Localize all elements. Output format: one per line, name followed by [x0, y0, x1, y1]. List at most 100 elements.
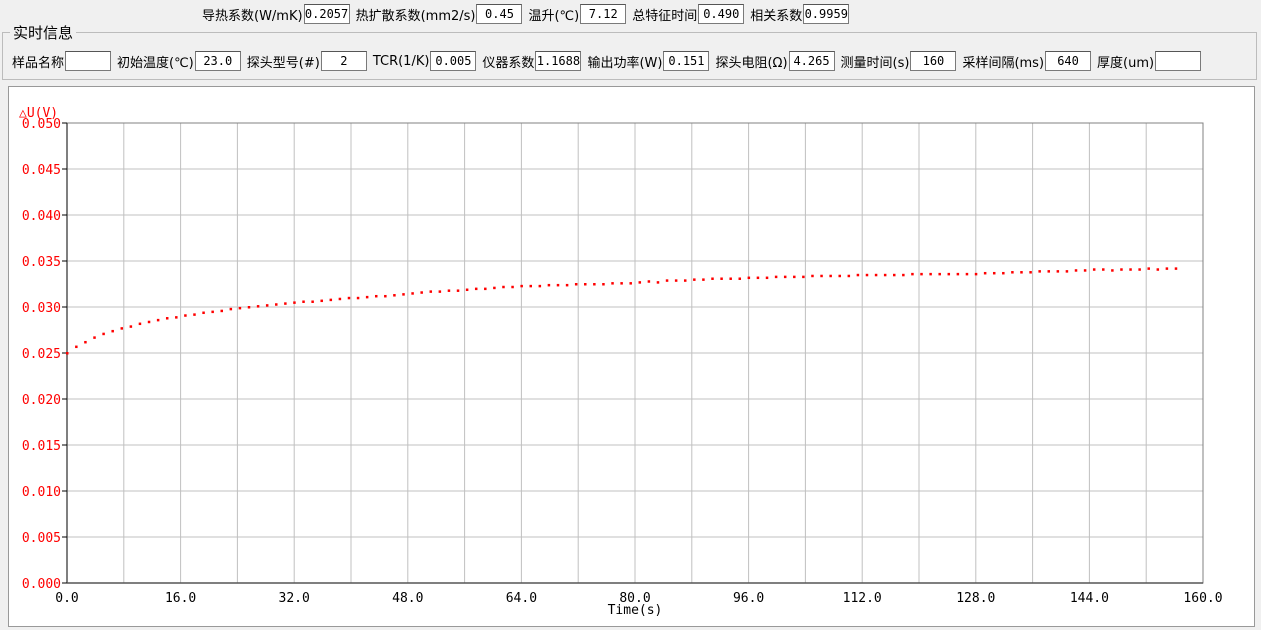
data-point [502, 285, 505, 289]
data-point [783, 275, 787, 279]
data-point [338, 297, 342, 301]
data-point [847, 274, 851, 278]
results-row: 导热系数(W/mK) 0.2057 热扩散系数(mm2/s) 0.45 温升(℃) 7.1… [202, 4, 855, 24]
data-point [838, 274, 841, 278]
data-point [638, 281, 642, 284]
data-point [902, 273, 905, 277]
data-point [883, 273, 887, 277]
y-tick-label: 0.005 [22, 531, 61, 546]
data-point [674, 279, 678, 282]
data-point [874, 273, 878, 277]
param-field[interactable]: 4.265 [788, 51, 835, 71]
data-point [220, 309, 223, 313]
data-point [1056, 270, 1060, 273]
data-point [611, 282, 614, 285]
data-point [1092, 268, 1096, 271]
x-tick-label: 96.0 [733, 591, 764, 606]
data-point [156, 318, 160, 322]
param-label: 输出功率(W) [587, 55, 663, 71]
y-tick-label: 0.025 [22, 347, 61, 362]
data-point [66, 352, 69, 355]
param-field[interactable] [65, 51, 112, 71]
data-point [1083, 269, 1087, 272]
data-point [820, 274, 823, 278]
x-tick-label: 48.0 [392, 591, 423, 606]
result-field[interactable]: 0.9959 [803, 4, 850, 24]
param-field[interactable]: 0.005 [430, 51, 477, 71]
data-point [456, 289, 460, 292]
x-tick-label: 80.0 [619, 591, 650, 606]
y-tick-label: 0.030 [22, 301, 61, 316]
result-label: 温升(℃) [528, 8, 580, 24]
data-point [1020, 271, 1023, 274]
param-field[interactable]: 23.0 [194, 51, 241, 71]
data-point [75, 345, 78, 349]
result-field[interactable]: 0.2057 [303, 4, 350, 24]
data-point [1138, 268, 1141, 271]
data-point [520, 284, 523, 288]
data-point [247, 306, 251, 309]
data-point [911, 272, 914, 276]
param-field[interactable]: 160 [910, 51, 957, 71]
data-point [511, 285, 514, 289]
param-label: TCR(1/K) [372, 53, 430, 69]
data-point [893, 273, 896, 277]
data-point [302, 300, 305, 303]
param-field[interactable] [1155, 51, 1202, 71]
data-point [574, 283, 578, 286]
result-field[interactable]: 0.490 [698, 4, 745, 24]
data-point [102, 332, 105, 336]
data-point [702, 278, 705, 281]
data-point [947, 272, 951, 276]
data-point [683, 279, 687, 282]
data-point [738, 277, 742, 280]
x-tick-label: 64.0 [506, 591, 537, 606]
data-point [983, 271, 987, 275]
y-tick-label: 0.040 [22, 209, 61, 224]
data-point [965, 272, 969, 276]
data-point [238, 306, 242, 310]
data-point [1029, 271, 1032, 274]
result-label: 热扩散系数(mm2/s) [355, 8, 476, 24]
data-point [384, 294, 387, 298]
param-field[interactable]: 2 [320, 51, 367, 71]
param-field[interactable]: 640 [1045, 51, 1092, 71]
data-point [956, 272, 960, 276]
data-point [1129, 268, 1132, 271]
data-point [620, 282, 623, 285]
data-point [1147, 267, 1150, 270]
param-field[interactable]: 0.151 [663, 51, 710, 71]
data-point [920, 272, 923, 276]
result-field[interactable]: 0.45 [476, 4, 523, 24]
result-label: 导热系数(W/mK) [202, 8, 303, 24]
data-point [720, 277, 723, 280]
data-point [1156, 268, 1160, 271]
data-point [556, 283, 560, 287]
realtime-info-group [2, 32, 1257, 80]
data-point [1120, 268, 1123, 271]
data-point [374, 294, 378, 298]
data-point [1165, 267, 1169, 270]
data-point [602, 283, 605, 286]
chart-panel: 0.000 0.005 0.010 0.015 0.020 0.025 0.030 0.035… [8, 86, 1255, 627]
param-field[interactable]: 1.1688 [535, 51, 582, 71]
data-point [256, 305, 260, 308]
param-label: 样品名称 [12, 55, 65, 71]
data-point [693, 278, 696, 281]
data-point [929, 272, 932, 276]
group-title: 实时信息 [10, 22, 77, 43]
data-point [311, 300, 314, 303]
result-field[interactable]: 7.12 [580, 4, 627, 24]
data-point [84, 340, 87, 344]
data-point [193, 313, 196, 316]
data-point [992, 271, 996, 275]
result-label: 相关系数 [750, 8, 803, 24]
data-point [265, 304, 269, 307]
data-point [184, 314, 187, 317]
param-label: 测量时间(s) [840, 55, 910, 71]
y-tick-label: 0.020 [22, 393, 61, 408]
data-point [211, 310, 214, 314]
data-point [1065, 270, 1069, 273]
y-tick-label: 0.045 [22, 163, 61, 178]
data-point [1074, 269, 1078, 272]
